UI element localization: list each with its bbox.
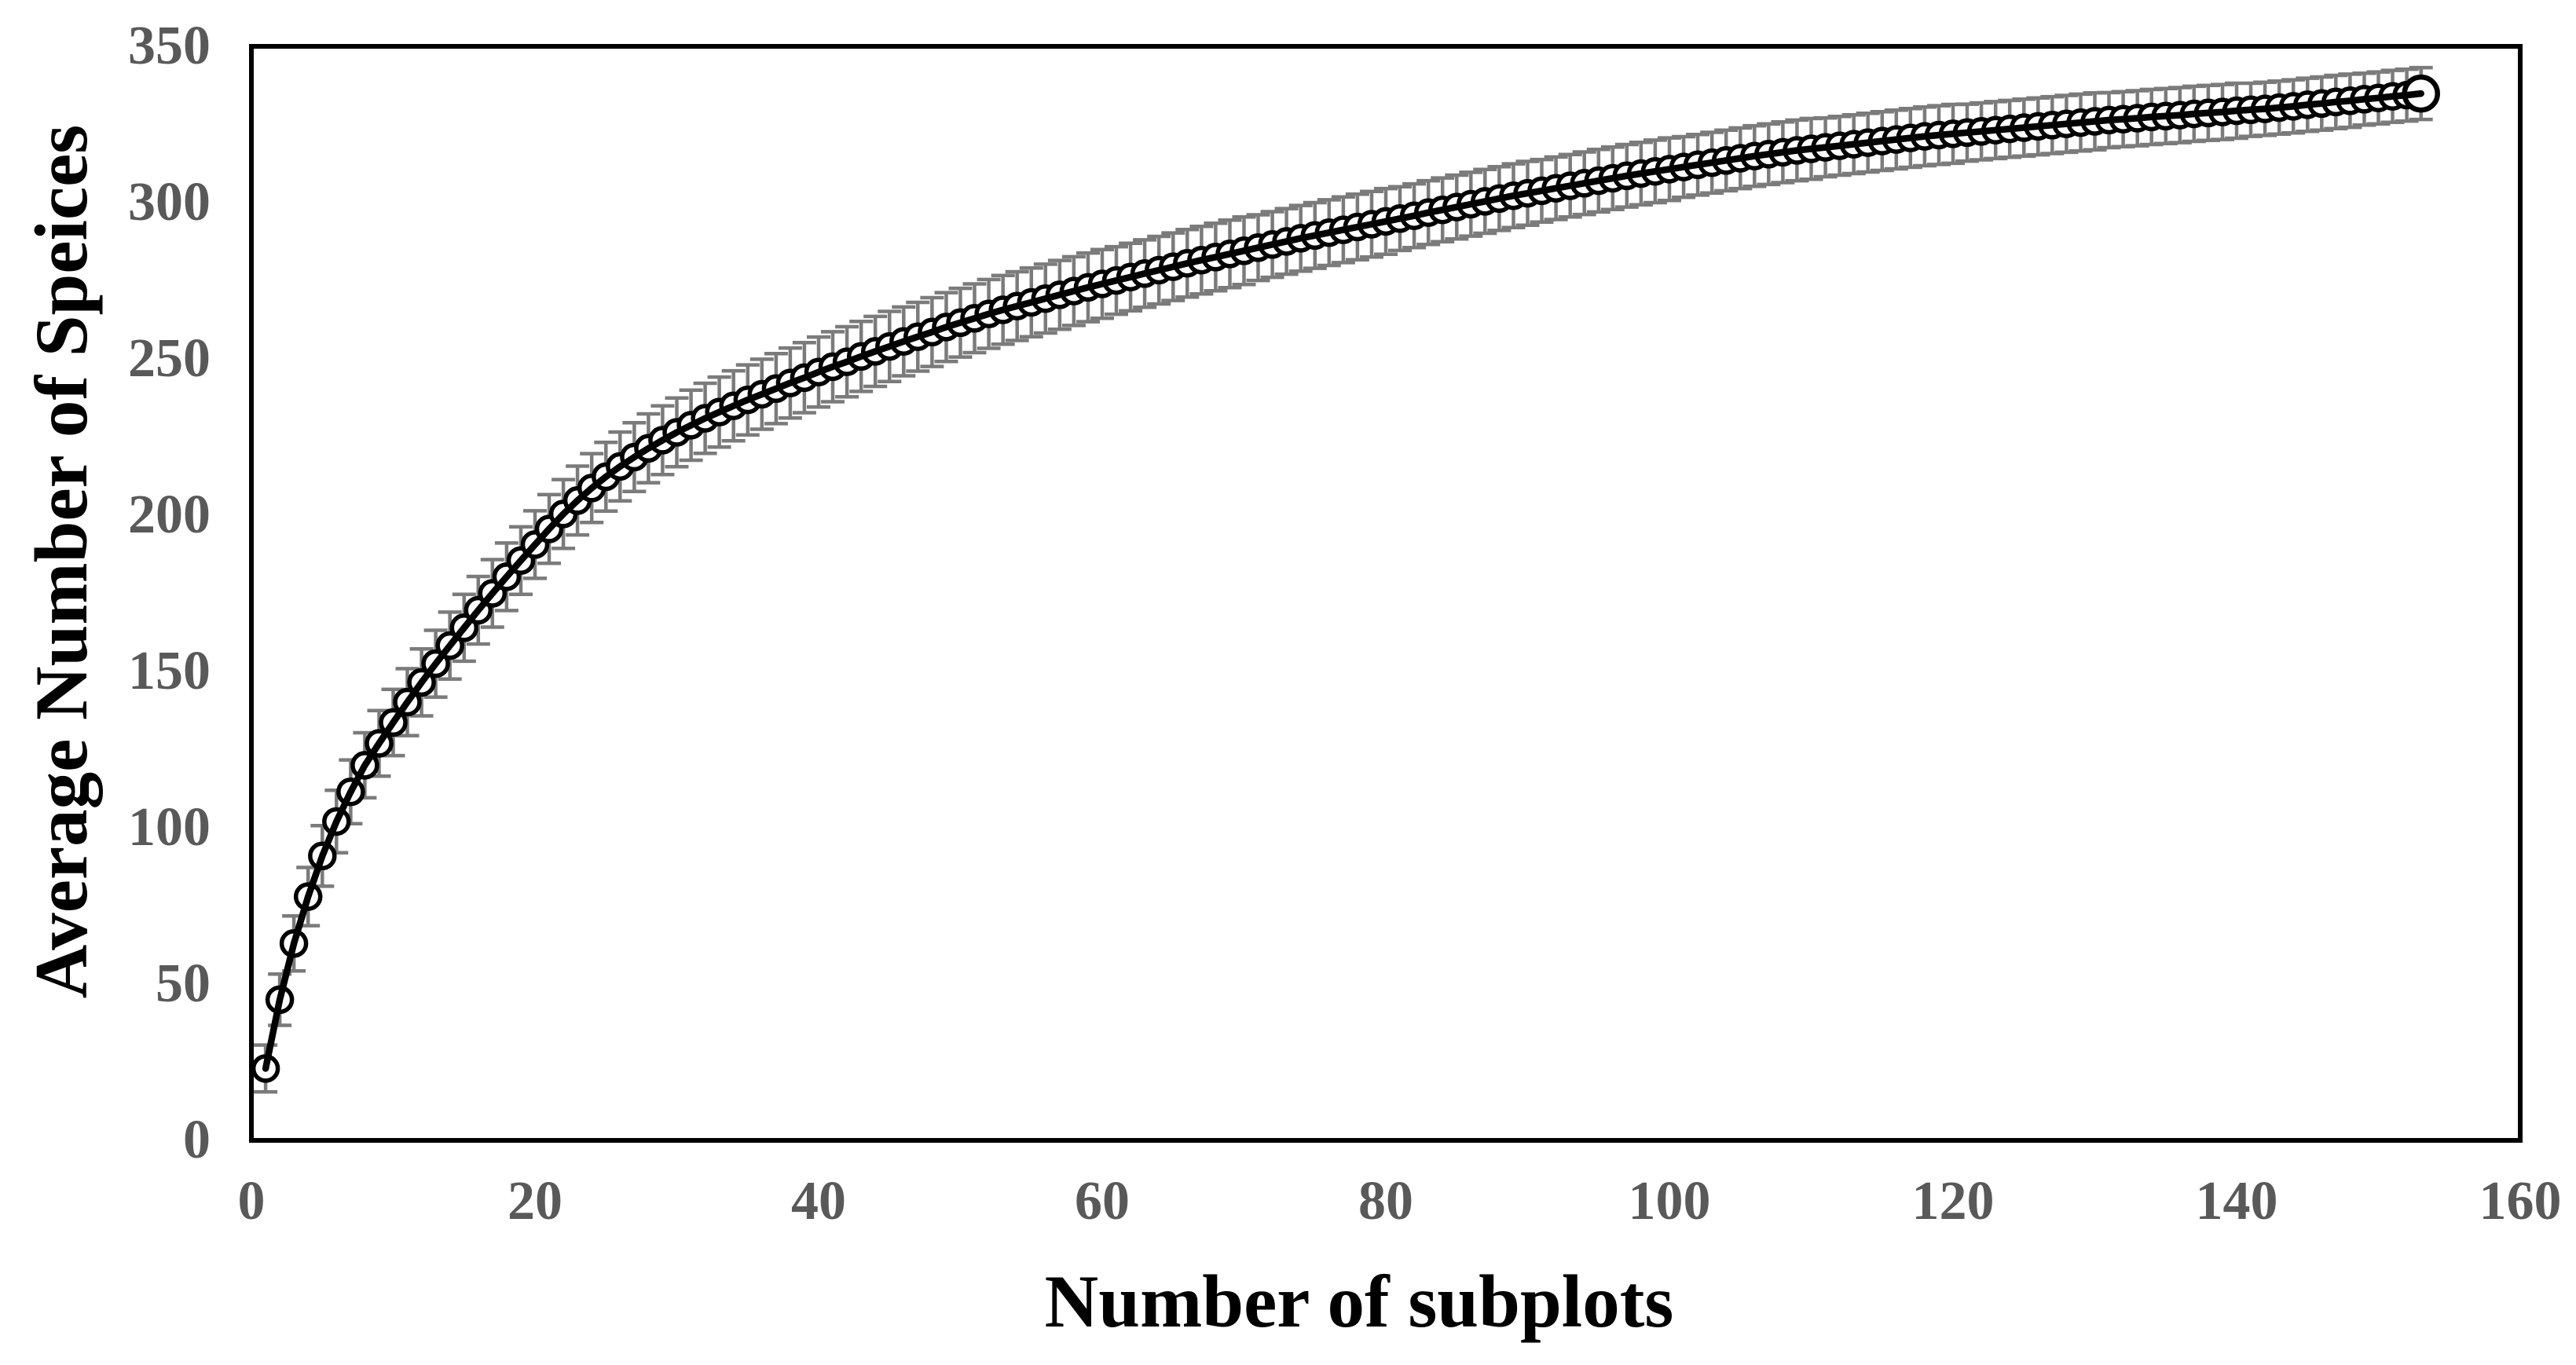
series-line	[262, 90, 2424, 1072]
x-tick-label-40: 40	[791, 1171, 846, 1231]
x-tick-label-160: 160	[2479, 1171, 2562, 1231]
x-tick-label-0: 0	[237, 1171, 266, 1231]
x-tick-label-120: 120	[1911, 1171, 1995, 1231]
x-tick-label-20: 20	[508, 1171, 562, 1231]
y-tick-label-250: 250	[128, 328, 211, 389]
y-tick-label-350: 350	[128, 16, 211, 76]
y-tick-label-200: 200	[128, 485, 211, 545]
y-tick-label-100: 100	[128, 797, 211, 858]
y-tick-label-300: 300	[128, 172, 211, 232]
x-tick-label-100: 100	[1628, 1171, 1711, 1231]
y-tick-label-150: 150	[128, 641, 211, 701]
x-tick-label-80: 80	[1358, 1171, 1413, 1231]
x-axis-title: Number of subplots	[1044, 1260, 1674, 1343]
y-axis-title: Average Number of Speices	[20, 124, 103, 999]
x-tick-label-140: 140	[2195, 1171, 2278, 1231]
y-tick-label-50: 50	[156, 953, 211, 1014]
x-tick-label-60: 60	[1075, 1171, 1130, 1231]
plot-frame	[249, 44, 2523, 1143]
y-tick-label-0: 0	[183, 1110, 211, 1170]
